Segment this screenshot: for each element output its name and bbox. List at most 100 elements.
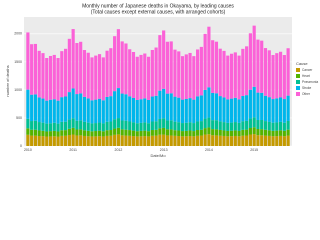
bar-segment: [214, 93, 219, 121]
bar-segment: [237, 122, 241, 131]
bar-segment: [120, 135, 124, 146]
bar-segment: [275, 136, 279, 146]
legend-label: Cancer: [302, 68, 313, 72]
bar-segment: [196, 130, 200, 136]
bar-segment: [60, 121, 64, 131]
bar-segment: [184, 54, 188, 99]
bar-segment: [41, 53, 45, 99]
bar-segment: [184, 122, 188, 131]
bar-segment: [286, 95, 290, 121]
bar-segment: [131, 136, 136, 146]
bar-segment: [278, 121, 283, 131]
bar-segment: [109, 135, 113, 146]
bar-segment: [222, 122, 226, 131]
bar-segment: [30, 129, 34, 136]
bar-segment: [37, 136, 41, 146]
bar-segment: [233, 97, 237, 123]
bar-segment: [180, 99, 185, 124]
bar-segment: [282, 99, 286, 123]
bar-segment: [146, 136, 151, 146]
bar-segment: [282, 55, 286, 100]
bar-segment: [64, 96, 68, 122]
bar-segment: [162, 88, 166, 119]
bar-segment: [226, 55, 230, 100]
bar-segment: [60, 135, 64, 146]
legend-label: Other: [302, 92, 311, 96]
bar-segment: [116, 88, 120, 119]
bar-segment: [124, 43, 128, 95]
bar-segment: [79, 41, 83, 94]
bar-segment: [94, 123, 98, 132]
bar-segment: [75, 94, 79, 121]
bar-segment: [113, 91, 117, 120]
bar-segment: [226, 99, 230, 123]
bar-segment: [154, 121, 158, 130]
bar-segment: [52, 99, 56, 123]
bar-segment: [203, 33, 207, 90]
bar-segment: [286, 135, 290, 146]
bar-segment: [48, 136, 53, 146]
bar-segment: [56, 136, 60, 146]
bar-segment: [128, 130, 132, 136]
bar-segment: [56, 123, 60, 132]
bar-segment: [169, 93, 173, 121]
bar-segment: [184, 130, 188, 137]
bar-segment: [196, 96, 200, 122]
bar-segment: [169, 129, 173, 136]
bar-segment: [180, 131, 185, 137]
bar-segment: [241, 48, 245, 96]
bar-segment: [275, 53, 279, 99]
bar-segment: [256, 39, 260, 93]
bar-segment: [286, 129, 290, 136]
bar-segment: [128, 121, 132, 131]
bar-segment: [222, 97, 226, 123]
bar-segment: [30, 44, 34, 95]
bar-segment: [260, 129, 264, 136]
bar-segment: [71, 118, 75, 128]
bar-segment: [229, 136, 234, 146]
bar-segment: [165, 120, 170, 130]
bar-segment: [82, 135, 87, 146]
bar-segment: [146, 131, 151, 137]
bar-segment: [146, 99, 151, 124]
bar-segment: [67, 128, 71, 136]
bar-segment: [150, 135, 154, 146]
bar-segment: [146, 123, 151, 132]
bar-segment: [252, 134, 256, 146]
bar-segment: [199, 121, 203, 130]
bar-segment: [86, 98, 90, 123]
bar-segment: [52, 130, 56, 137]
x-tick-label: 2012: [115, 148, 123, 152]
bar-segment: [188, 130, 192, 137]
bar-segment: [203, 134, 207, 146]
bar-segment: [139, 136, 143, 146]
bar-segment: [162, 118, 166, 128]
bar-segment: [143, 136, 147, 146]
bar-segment: [271, 122, 275, 131]
bar-segment: [105, 121, 109, 131]
bar-segment: [97, 98, 102, 123]
bar-segment: [139, 54, 143, 100]
bar-segment: [75, 135, 79, 146]
bar-segment: [229, 130, 234, 137]
bar-segment: [113, 134, 117, 146]
bar-segment: [79, 120, 83, 130]
bar-segment: [30, 121, 34, 130]
bar-segment: [101, 57, 105, 101]
bar-segment: [241, 129, 245, 136]
x-tick-label: 2013: [160, 148, 168, 152]
y-tick-label: 0: [20, 144, 22, 148]
bar-segment: [128, 96, 132, 122]
bar-segment: [263, 135, 268, 146]
bar-segment: [71, 29, 75, 89]
legend-swatch: [296, 80, 300, 84]
bar-segment: [233, 135, 237, 146]
legend-swatch: [296, 74, 300, 78]
bar-segment: [120, 129, 124, 136]
bar-segment: [60, 97, 64, 122]
bar-segment: [207, 127, 211, 135]
bar-segment: [52, 136, 56, 146]
y-tick-label: 1500: [14, 60, 22, 64]
bar-segment: [158, 35, 162, 91]
bar-segment: [79, 93, 83, 121]
